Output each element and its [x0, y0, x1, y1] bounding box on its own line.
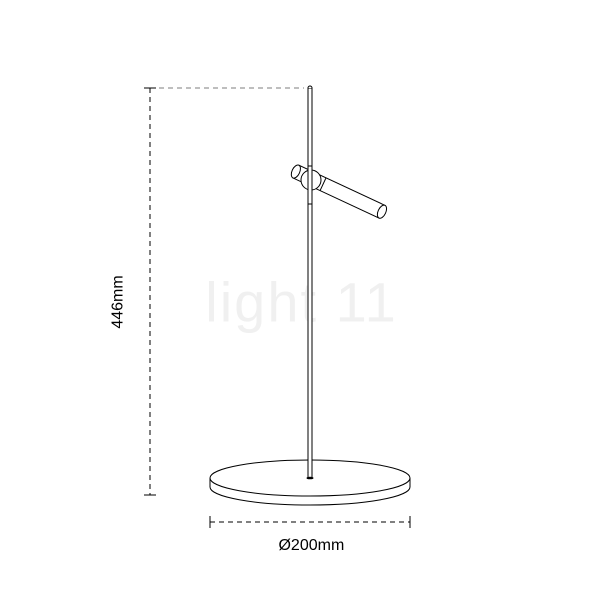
lamp-drawing: [0, 0, 603, 603]
base-diameter-label: Ø200mm: [278, 537, 344, 555]
height-dimension-label: 446mm: [110, 275, 128, 328]
technical-diagram: light 11 446mm Ø200mm: [0, 0, 603, 603]
